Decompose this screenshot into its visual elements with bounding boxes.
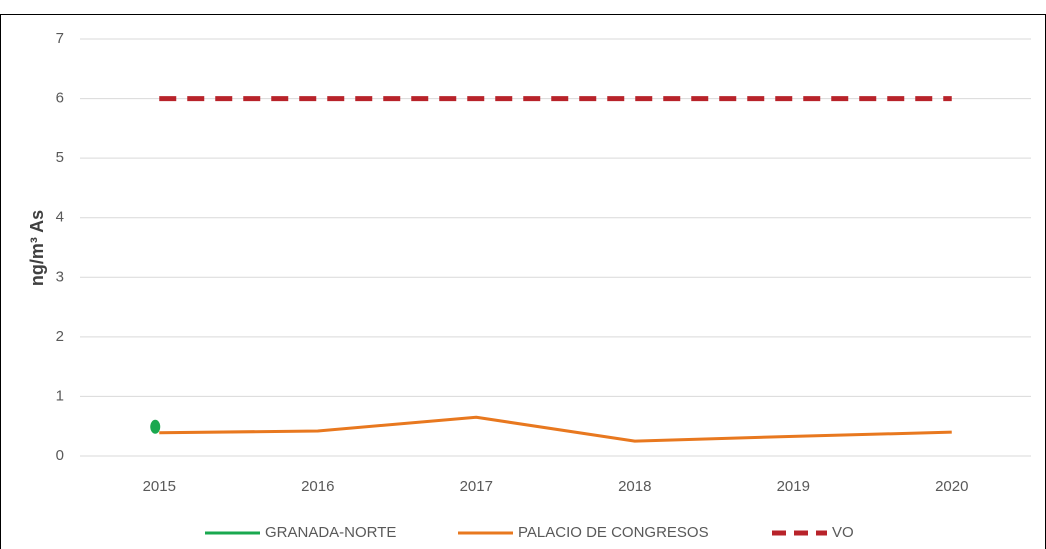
x-tick-label: 2017: [460, 478, 493, 495]
x-tick-label: 2015: [143, 478, 176, 495]
y-tick-label: 5: [56, 149, 64, 166]
x-tick-label: 2018: [618, 478, 651, 495]
x-tick-label: 2020: [935, 478, 968, 495]
y-tick-label: 6: [56, 90, 64, 107]
chart-border: [0, 14, 1046, 549]
legend-label: PALACIO DE CONGRESOS: [518, 524, 709, 541]
y-tick-label: 2: [56, 328, 64, 345]
legend-label: VO: [832, 524, 854, 541]
y-tick-label: 0: [56, 447, 64, 464]
y-tick-label: 1: [56, 387, 64, 404]
legend-label: GRANADA-NORTE: [265, 524, 396, 541]
point: [150, 419, 161, 434]
y-tick-label: 4: [56, 209, 64, 226]
x-tick-label: 2019: [777, 478, 810, 495]
x-tick-label: 2016: [301, 478, 334, 495]
series-line: [159, 415, 952, 443]
y-tick-label: 7: [56, 30, 64, 47]
y-tick-label: 3: [56, 268, 64, 285]
y-axis-label: ng/m³ As: [27, 210, 47, 286]
